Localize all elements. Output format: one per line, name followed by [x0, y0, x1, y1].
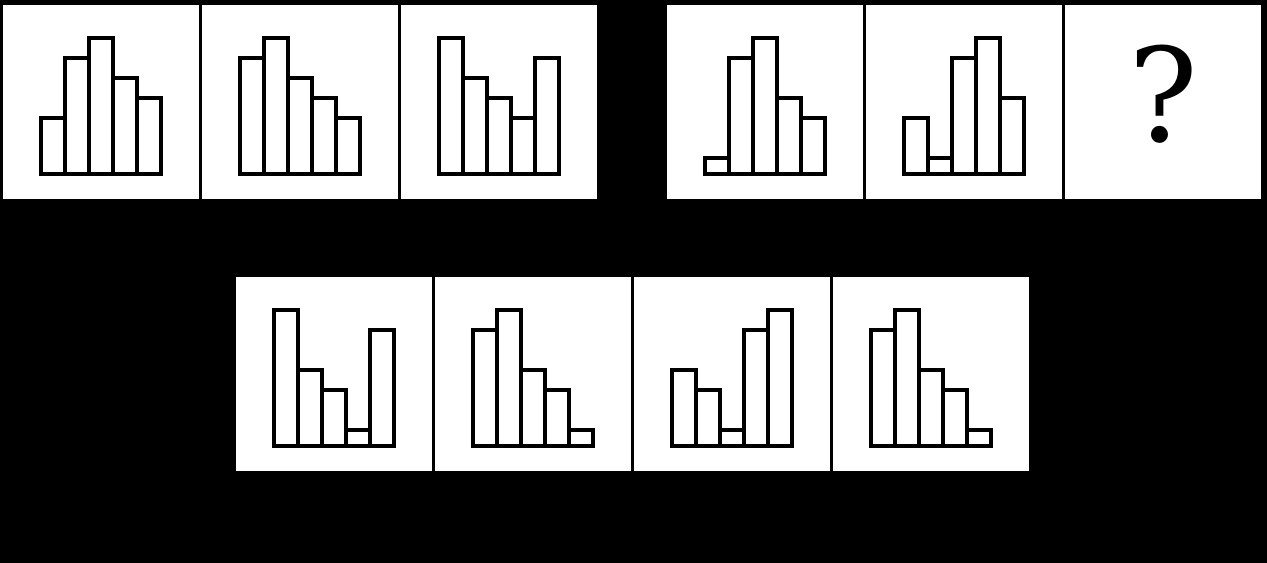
bar — [543, 388, 571, 448]
example-sequence-group — [0, 2, 600, 202]
bar — [567, 428, 595, 448]
answer-option-4[interactable] — [830, 274, 1032, 474]
answer-option-3[interactable] — [631, 274, 833, 474]
example-panel-1 — [0, 2, 202, 202]
mini-bar-chart — [670, 308, 794, 448]
bar — [334, 116, 362, 176]
bar — [799, 116, 827, 176]
bar — [495, 308, 523, 448]
bar — [461, 76, 489, 176]
bar — [670, 368, 698, 448]
bar — [694, 388, 722, 448]
query-panel-1 — [664, 2, 866, 202]
answer-options-group — [233, 274, 1032, 474]
mini-bar-chart — [437, 36, 561, 176]
mini-bar-chart — [902, 36, 1026, 176]
question-panel: ? — [1062, 2, 1264, 202]
bar — [941, 388, 969, 448]
example-panel-2 — [199, 2, 401, 202]
bar — [368, 328, 396, 448]
mini-bar-chart — [869, 308, 993, 448]
query-sequence-group: ? — [664, 2, 1264, 202]
mini-bar-chart — [39, 36, 163, 176]
bar — [320, 388, 348, 448]
mini-bar-chart — [272, 308, 396, 448]
answer-option-2[interactable] — [432, 274, 634, 474]
mini-bar-chart — [471, 308, 595, 448]
query-panel-2 — [863, 2, 1065, 202]
bar — [965, 428, 993, 448]
bar — [902, 116, 930, 176]
bar — [751, 36, 779, 176]
question-mark: ? — [1128, 20, 1198, 172]
example-panel-3 — [398, 2, 600, 202]
mini-bar-chart — [238, 36, 362, 176]
bar — [533, 56, 561, 176]
bar — [766, 308, 794, 448]
answer-option-1[interactable] — [233, 274, 435, 474]
bar — [998, 96, 1026, 176]
mini-bar-chart — [703, 36, 827, 176]
bar — [310, 96, 338, 176]
bar — [135, 96, 163, 176]
bar — [917, 368, 945, 448]
